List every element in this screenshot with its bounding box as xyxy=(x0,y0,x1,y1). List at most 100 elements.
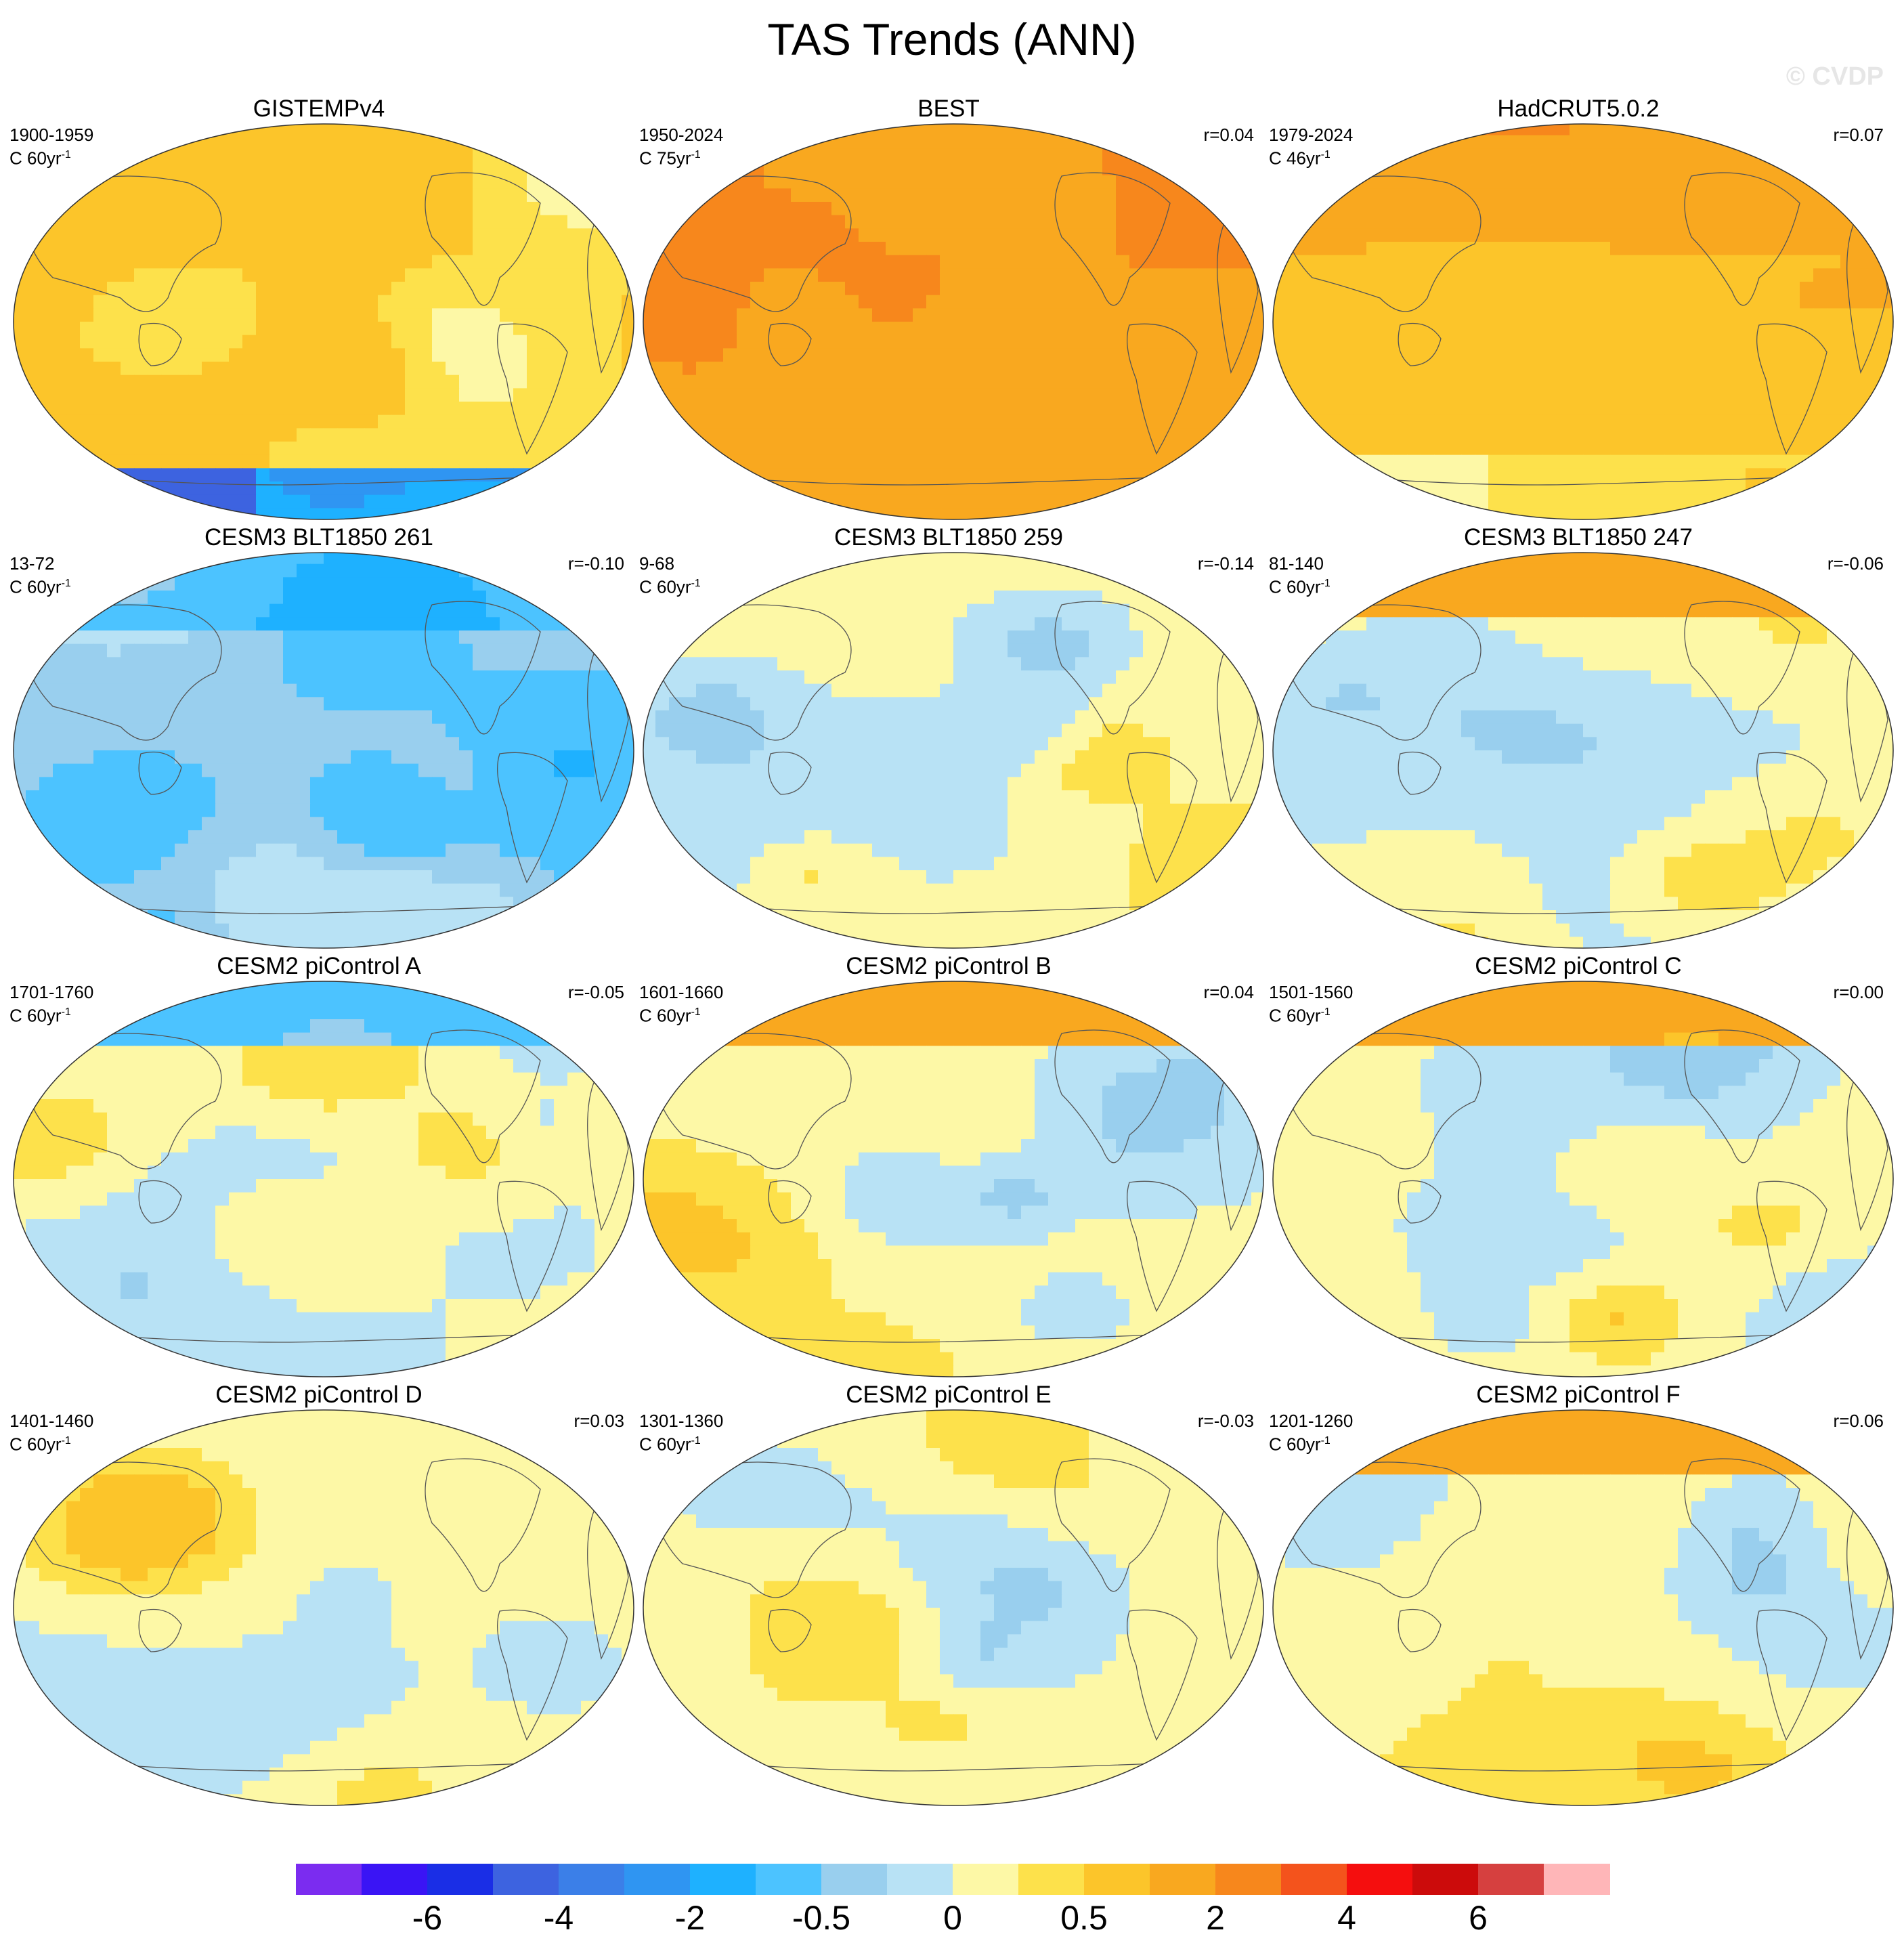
trend-cell xyxy=(1691,215,1706,229)
trend-cell xyxy=(134,563,148,578)
trend-cell xyxy=(1299,322,1313,336)
trend-cell xyxy=(1035,295,1049,309)
trend-cell xyxy=(1434,482,1448,496)
trend-cell xyxy=(446,468,460,482)
trend-cell xyxy=(1170,295,1184,309)
map-panel: HadCRUT5.0.2 1979-2024 C 46yr-1 r=0.07 xyxy=(1263,95,1894,523)
trend-cell xyxy=(1854,175,1868,189)
trend-cell xyxy=(1326,402,1340,416)
trend-cell xyxy=(148,308,162,322)
trend-cell xyxy=(540,577,555,591)
trend-cell xyxy=(1448,454,1462,469)
trend-cell xyxy=(1461,402,1475,416)
trend-cell xyxy=(405,428,419,442)
trend-cell xyxy=(500,697,514,711)
trend-cell xyxy=(791,348,805,362)
trend-cell xyxy=(1556,148,1570,163)
trend-cell xyxy=(256,188,270,202)
trend-cell xyxy=(1021,215,1035,229)
trend-cell xyxy=(1156,494,1171,509)
trend-cell xyxy=(418,563,433,578)
trend-cell xyxy=(1475,308,1489,322)
trend-cell xyxy=(1170,228,1184,242)
trend-cell xyxy=(513,737,527,751)
trend-cell xyxy=(1380,442,1394,456)
trend-cell xyxy=(39,362,53,376)
trend-cell xyxy=(283,348,297,362)
trend-cell xyxy=(737,494,751,509)
trend-cell xyxy=(161,228,175,242)
trend-cell xyxy=(324,750,338,765)
trend-cell xyxy=(1448,215,1462,229)
trend-cell xyxy=(1502,348,1516,362)
trend-cell xyxy=(1597,428,1611,442)
trend-cell xyxy=(446,228,460,242)
trend-cell xyxy=(1197,148,1211,163)
trend-cell xyxy=(1035,268,1049,282)
trend-cell xyxy=(540,617,555,631)
trend-cell xyxy=(1678,282,1692,296)
trend-cell xyxy=(351,508,365,519)
trend-cell xyxy=(608,630,622,645)
trend-cell xyxy=(608,335,622,349)
trend-cell xyxy=(723,335,737,349)
trend-cell xyxy=(845,175,859,189)
trend-cell xyxy=(107,657,121,671)
trend-cell xyxy=(940,454,954,469)
trend-cell xyxy=(1718,162,1733,176)
trend-cell xyxy=(1285,482,1299,496)
trend-cell xyxy=(723,255,737,269)
trend-cell xyxy=(540,202,555,216)
trend-cell xyxy=(1691,202,1706,216)
trend-cell xyxy=(1156,175,1171,189)
trend-cell xyxy=(994,255,1008,269)
trend-cell xyxy=(121,670,135,685)
trend-cell xyxy=(459,643,473,658)
trend-cell xyxy=(710,508,724,519)
trend-cell xyxy=(594,737,609,751)
trend-cell xyxy=(980,428,995,442)
trend-cell xyxy=(1312,362,1326,376)
trend-cell xyxy=(324,348,338,362)
trend-cell xyxy=(1502,162,1516,176)
trend-cell xyxy=(229,282,243,296)
trend-cell xyxy=(432,362,446,376)
trend-cell xyxy=(1285,175,1299,189)
trend-cell xyxy=(391,295,406,309)
trend-cell xyxy=(1597,255,1611,269)
trend-cell xyxy=(1285,268,1299,282)
trend-cell xyxy=(283,228,297,242)
trend-cell xyxy=(886,348,900,362)
trend-cell xyxy=(1556,494,1570,509)
trend-cell xyxy=(831,362,846,376)
trend-cell xyxy=(1488,454,1502,469)
trend-cell xyxy=(1407,442,1421,456)
trend-cell xyxy=(777,124,792,136)
trend-cell xyxy=(1380,242,1394,256)
trend-cell xyxy=(1366,228,1381,242)
trend-cell xyxy=(622,335,634,349)
trend-cell xyxy=(1089,348,1103,362)
trend-cell xyxy=(53,388,67,402)
units-base: C 60yr xyxy=(9,148,62,169)
trend-cell xyxy=(940,215,954,229)
trend-cell xyxy=(567,414,582,429)
trend-cell xyxy=(1366,508,1381,519)
robinson-map xyxy=(13,552,634,949)
trend-cell xyxy=(229,563,243,578)
trend-cell xyxy=(1434,428,1448,442)
trend-cell xyxy=(1285,468,1299,482)
trend-cell xyxy=(1339,215,1354,229)
trend-cell xyxy=(818,188,832,202)
trend-cell xyxy=(1116,242,1130,256)
trend-cell xyxy=(1421,375,1435,389)
trend-cell xyxy=(432,454,446,469)
trend-cell xyxy=(1840,482,1855,496)
trend-cell xyxy=(215,670,230,685)
trend-cell xyxy=(80,683,94,698)
trend-cell xyxy=(1326,322,1340,336)
trend-cell xyxy=(1170,375,1184,389)
trend-cell xyxy=(513,508,527,519)
trend-cell xyxy=(1143,242,1157,256)
trend-cell xyxy=(134,295,148,309)
